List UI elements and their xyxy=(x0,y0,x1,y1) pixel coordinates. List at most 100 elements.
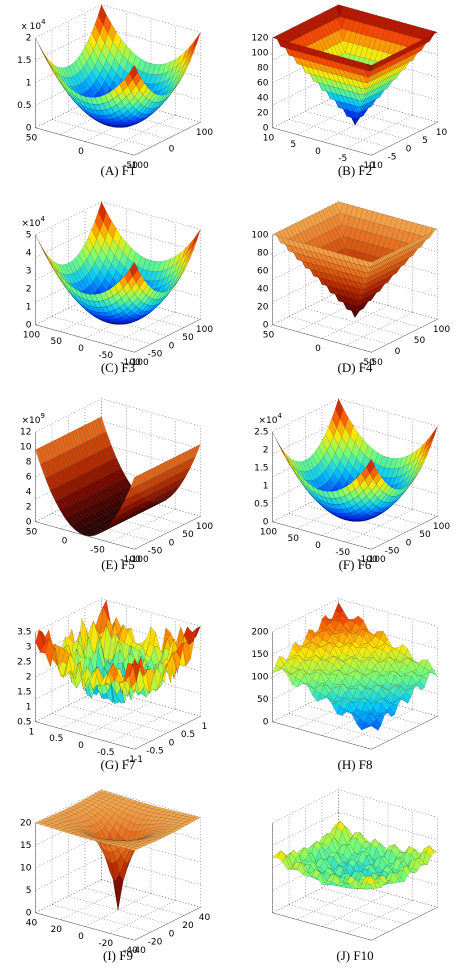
x-tick-label: 0 xyxy=(78,147,84,157)
caption: (I) F9 xyxy=(103,948,133,963)
axis-line xyxy=(372,319,438,352)
x-tick-label: -50 xyxy=(90,546,105,556)
multiplier-base: x 10 xyxy=(22,21,42,31)
surface-patch xyxy=(192,229,200,246)
y-tick-label: -5 xyxy=(388,153,397,163)
y-tick-label: 0 xyxy=(169,144,175,154)
y-tick-label: 50 xyxy=(182,530,194,540)
z-tick-label: 1.5 xyxy=(254,463,268,473)
z-tick-label: 2.5 xyxy=(254,427,268,437)
z-tick-label: 200 xyxy=(251,627,268,637)
x-tick-label: 0 xyxy=(315,344,321,354)
z-tick-label: 2 xyxy=(26,33,32,43)
surface-patch xyxy=(429,426,437,443)
z-tick-label: 3 xyxy=(26,642,32,652)
multiplier-base: ×10 xyxy=(22,218,41,228)
z-tick-label: 0 xyxy=(263,123,269,133)
z-tick-label: 50 xyxy=(257,695,269,705)
y-tick-label: 20 xyxy=(182,921,194,931)
axis-line xyxy=(273,722,372,750)
caption: (B) F2 xyxy=(338,163,372,178)
z-tick-label: 120 xyxy=(251,33,268,43)
z-tick-label: 100 xyxy=(251,672,268,682)
surface-patch xyxy=(192,32,200,49)
z-tick-label: 2 xyxy=(26,672,32,682)
y-tick-label: -40 xyxy=(131,946,146,956)
z-tick-label: 4 xyxy=(26,248,32,258)
y-tick-label: -50 xyxy=(148,547,163,557)
z-tick-label: 0.5 xyxy=(254,499,268,509)
grid-line xyxy=(289,120,388,148)
z-tick-label: 2 xyxy=(26,502,32,512)
y-tick-label: 50 xyxy=(414,336,426,346)
multiplier-exponent: 4 xyxy=(41,18,46,26)
axis-line xyxy=(135,122,201,155)
z-tick-label: 8 xyxy=(26,457,32,467)
y-tick-label: 0 xyxy=(406,538,412,548)
z-tick-label: 1.5 xyxy=(17,56,31,66)
grid-line xyxy=(102,399,201,427)
z-tick-label: 0 xyxy=(263,717,269,727)
x-tick-label: 5 xyxy=(290,140,296,150)
z-tick-label: 40 xyxy=(257,93,269,103)
grid-line xyxy=(289,317,388,345)
axis-line xyxy=(36,128,135,156)
y-tick-label: 5 xyxy=(422,136,428,146)
grid-line xyxy=(36,857,102,890)
grid-line xyxy=(69,705,168,733)
y-tick-label: 0 xyxy=(169,341,175,351)
y-tick-label: 40 xyxy=(199,913,211,923)
y-tick-label: 0 xyxy=(169,738,175,748)
x-tick-label: 0 xyxy=(78,344,84,354)
z-tick-label: 0 xyxy=(263,517,269,527)
z-tick-label: 10 xyxy=(20,442,32,452)
panel: 121086420500-50-100-100-50050100×109(E) … xyxy=(20,399,213,572)
z-tick-label: 1 xyxy=(263,481,269,491)
grid-line xyxy=(102,5,201,33)
z-tick-label: 2.5 xyxy=(17,657,31,667)
y-tick-label: 100 xyxy=(196,325,213,335)
x-tick-label: 1 xyxy=(29,727,35,737)
z-tick-label: 15 xyxy=(20,841,31,851)
y-tick-label: -20 xyxy=(148,938,163,948)
y-tick-label: 100 xyxy=(196,128,213,138)
axis-multiplier: ×109 xyxy=(22,412,45,426)
z-tick-label: 3.5 xyxy=(17,627,31,637)
z-tick-label: 0.5 xyxy=(17,101,31,111)
y-tick-label: -50 xyxy=(148,350,163,360)
y-tick-label: 0 xyxy=(395,347,401,357)
multiplier-exponent: 4 xyxy=(41,215,46,223)
y-tick-label: 0 xyxy=(169,929,175,939)
panel: 2.521.510.50100500-50-100-100-50050100×1… xyxy=(254,399,450,572)
x-tick-label: 0 xyxy=(62,536,68,546)
grid-line xyxy=(306,896,405,924)
y-tick-label: 100 xyxy=(433,522,450,532)
x-tick-label: 0 xyxy=(78,741,84,751)
x-tick-label: 20 xyxy=(51,925,63,935)
grid-line xyxy=(110,900,176,933)
grid-line xyxy=(339,399,438,427)
y-tick-label: 50 xyxy=(419,530,431,540)
caption: (D) F4 xyxy=(337,360,373,375)
x-tick-label: 0 xyxy=(315,147,321,157)
grid-line xyxy=(347,900,413,933)
panel: 3.532.521.510.510.50-0.5-1-1-0.500.51(G)… xyxy=(17,599,207,772)
z-tick-label: 0 xyxy=(263,320,269,330)
axis-line xyxy=(273,913,372,941)
z-tick-label: 0 xyxy=(26,517,32,527)
z-tick-label: 0 xyxy=(26,908,32,918)
z-tick-label: 80 xyxy=(257,63,269,73)
z-tick-label: 1.5 xyxy=(17,687,31,697)
y-tick-label: 100 xyxy=(196,522,213,532)
z-tick-label: 80 xyxy=(257,248,269,258)
caption: (A) F1 xyxy=(100,163,135,178)
axis-line xyxy=(372,907,438,940)
caption: (H) F8 xyxy=(337,757,372,772)
grid-line xyxy=(347,312,413,345)
z-tick-label: 40 xyxy=(257,284,269,294)
